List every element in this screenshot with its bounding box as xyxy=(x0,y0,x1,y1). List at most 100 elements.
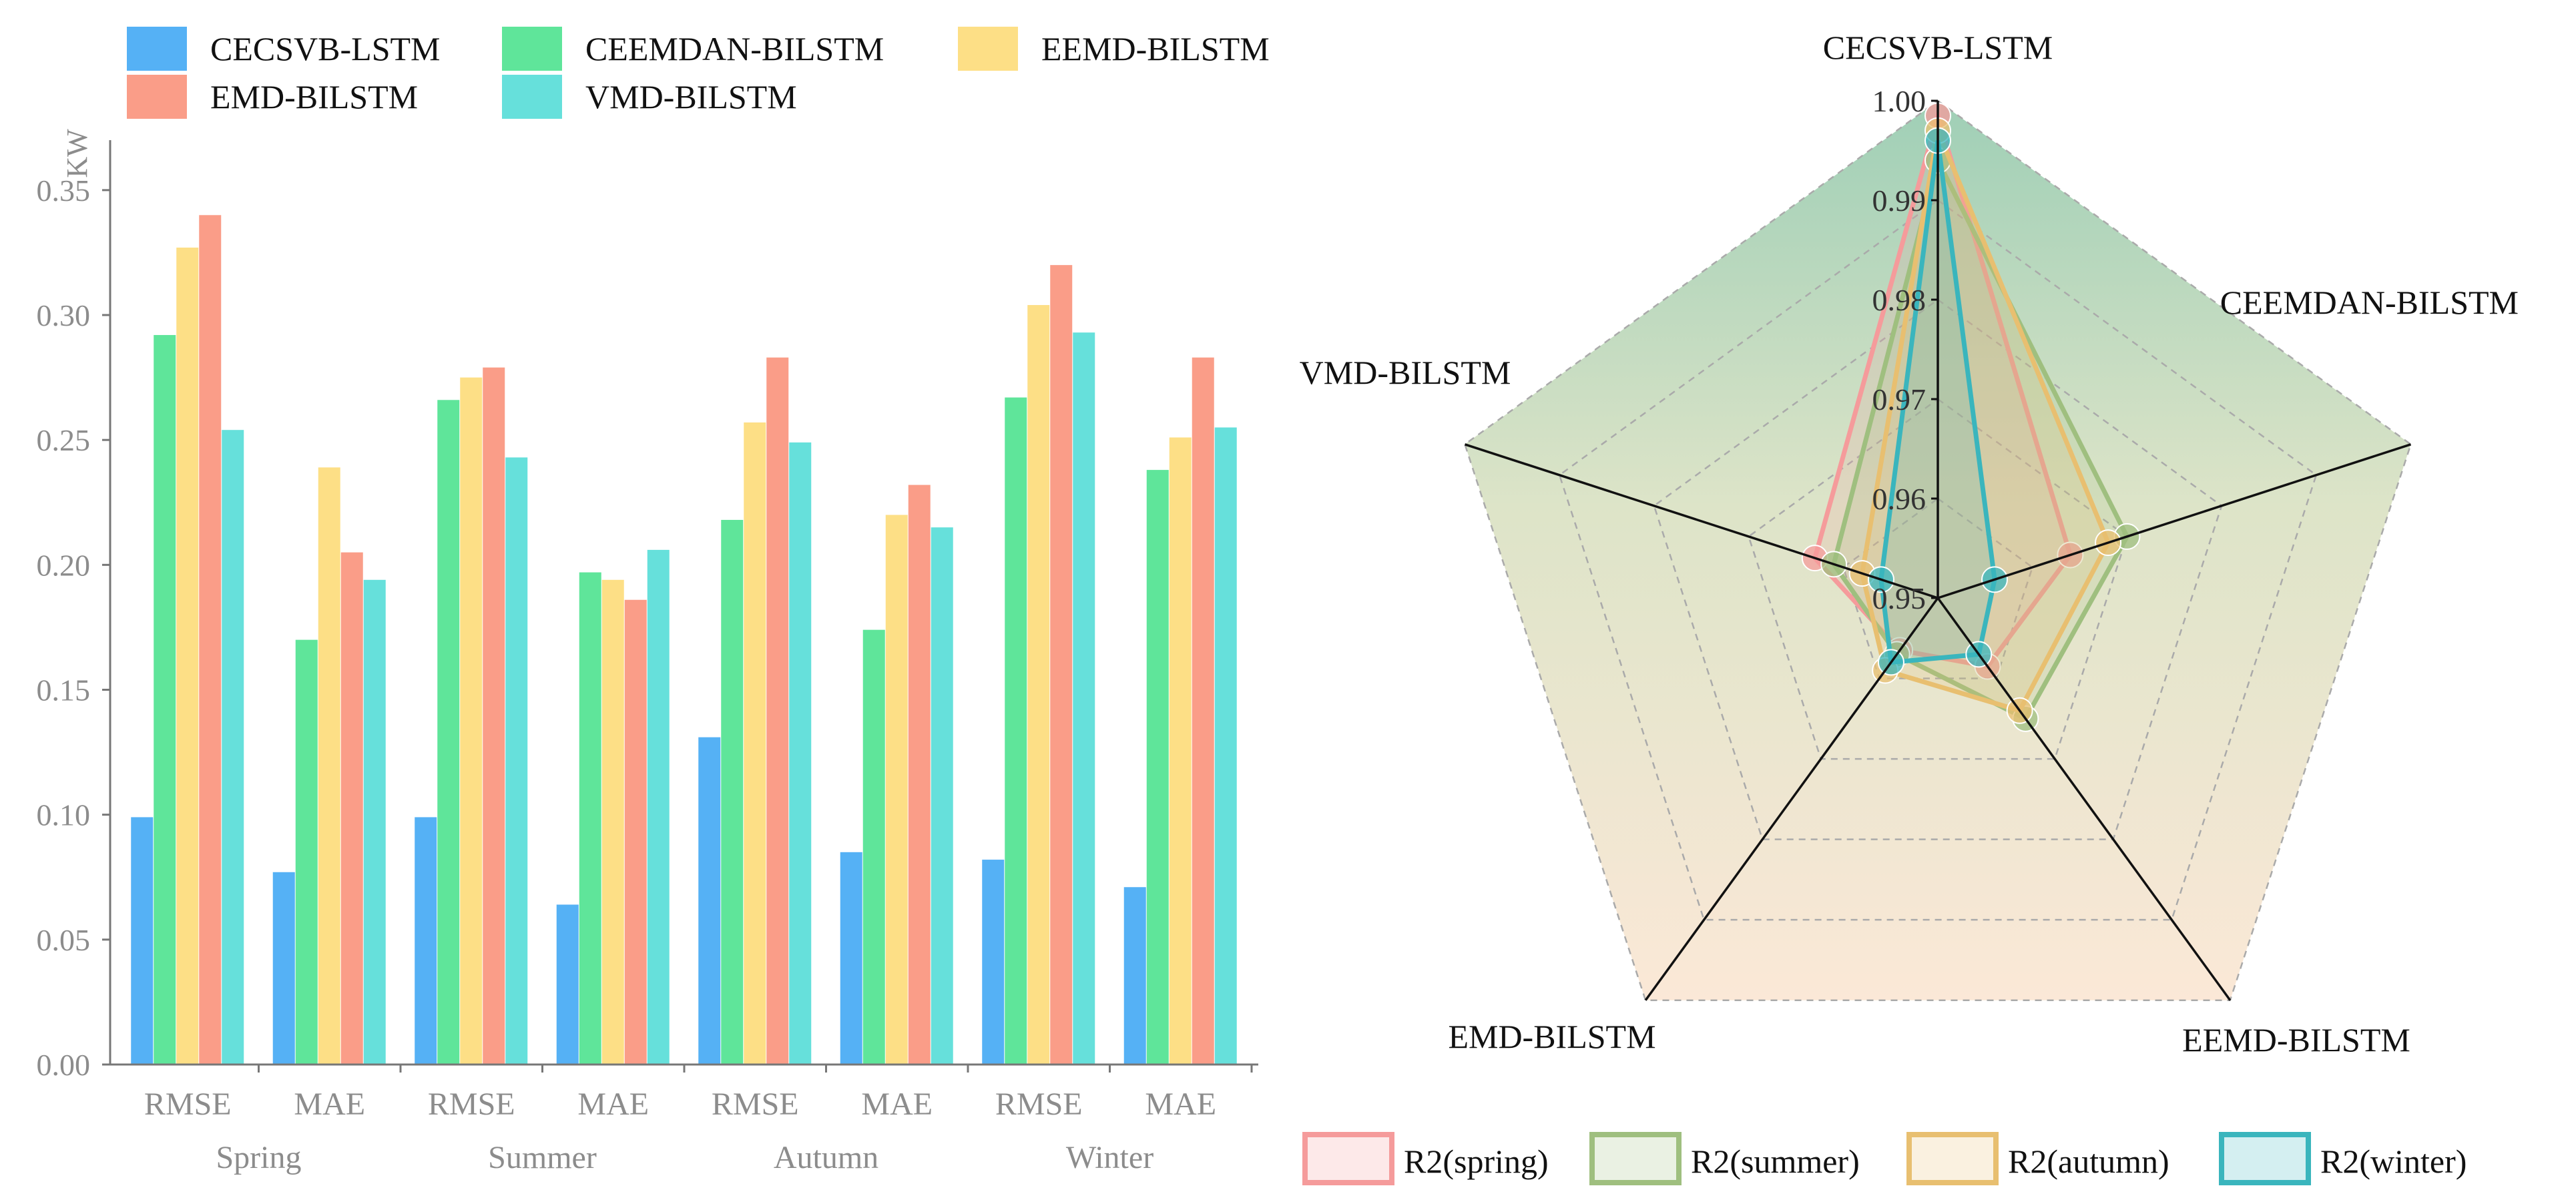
legend-label: CEEMDAN-BILSTM xyxy=(585,30,884,67)
radar-tick-label: 0.99 xyxy=(1872,184,1926,218)
y-tick-label: 0.30 xyxy=(37,298,91,332)
bar-vmd-bilstm-4 xyxy=(789,442,812,1065)
y-tick-label: 0.15 xyxy=(37,673,91,707)
legend-swatch-emd-bilstm xyxy=(127,75,187,119)
radar-legend-label: R2(winter) xyxy=(2320,1143,2467,1180)
radar-grid-ring xyxy=(1653,298,2223,840)
bar-emd-bilstm-5 xyxy=(908,485,931,1065)
bar-emd-bilstm-1 xyxy=(340,552,363,1065)
bar-ceemdan-bilstm-5 xyxy=(862,629,885,1065)
bar-vmd-bilstm-6 xyxy=(1073,332,1095,1065)
y-tick-label: 0.00 xyxy=(37,1048,91,1082)
bar-emd-bilstm-2 xyxy=(483,367,505,1065)
bar-legend: CECSVB-LSTM EMD-BILSTM CEEMDAN-BILSTM VMD-B… xyxy=(127,27,1270,119)
y-tick-label: 0.05 xyxy=(37,923,91,957)
bar-eemd-bilstm-4 xyxy=(744,422,766,1065)
bar-ceemdan-bilstm-3 xyxy=(579,572,601,1065)
bar-cecsvb-lstm-3 xyxy=(556,904,579,1065)
x-tick-label: MAE xyxy=(577,1087,649,1122)
legend-label: CECSVB-LSTM xyxy=(210,30,441,67)
group-label: Summer xyxy=(488,1140,597,1175)
radar-chart: 0.95 0.96 0.97 0.98 0.99 1.00 CECSVB-LSTM CEEM… xyxy=(1300,29,2519,1059)
x-tick-label: MAE xyxy=(1145,1087,1216,1122)
bar-eemd-bilstm-6 xyxy=(1027,305,1050,1065)
bar-ceemdan-bilstm-0 xyxy=(154,334,176,1065)
radar-axis-line xyxy=(1644,597,1939,1001)
bar-cecsvb-lstm-4 xyxy=(698,737,721,1065)
bar-emd-bilstm-6 xyxy=(1050,265,1073,1065)
radar-axis-line xyxy=(1464,443,1939,599)
radar-axis-label: EMD-BILSTM xyxy=(1448,1018,1655,1055)
bar-emd-bilstm-7 xyxy=(1192,357,1214,1065)
legend-swatch-ceemdan-bilstm xyxy=(502,27,562,71)
radar-legend-swatch xyxy=(1589,1132,1682,1185)
bar-vmd-bilstm-7 xyxy=(1214,427,1237,1065)
bar-emd-bilstm-3 xyxy=(624,599,647,1065)
radar-legend-label: R2(spring) xyxy=(1404,1143,1549,1180)
y-tick-label: 0.35 xyxy=(37,174,91,208)
bar-cecsvb-lstm-1 xyxy=(272,872,295,1065)
radar-axis-label: EEMD-BILSTM xyxy=(2182,1021,2410,1059)
bar-vmd-bilstm-0 xyxy=(222,430,244,1065)
radar-axis-label: CEEMDAN-BILSTM xyxy=(2220,284,2519,321)
bar-vmd-bilstm-2 xyxy=(505,457,528,1065)
y-tick-label: 0.10 xyxy=(37,798,91,832)
radar-axis-line xyxy=(1937,443,2412,599)
bar-ceemdan-bilstm-2 xyxy=(437,400,460,1065)
y-tick-label: 0.20 xyxy=(37,548,91,582)
x-tick-label: RMSE xyxy=(428,1087,515,1122)
radar-axis-line xyxy=(1937,597,2232,1001)
radar-tick-label: 1.00 xyxy=(1872,84,1926,118)
legend-swatch-eemd-bilstm xyxy=(958,27,1018,71)
radar-tick-label: 0.95 xyxy=(1872,581,1926,615)
bar-vmd-bilstm-1 xyxy=(363,579,386,1065)
bar-vmd-bilstm-3 xyxy=(647,549,670,1065)
radar-series-r2-autumn- xyxy=(1860,122,2111,713)
bar-eemd-bilstm-5 xyxy=(885,515,908,1065)
bar-eemd-bilstm-7 xyxy=(1169,437,1192,1065)
bar-ceemdan-bilstm-1 xyxy=(295,639,318,1065)
bar-vmd-bilstm-5 xyxy=(931,527,953,1065)
radar-tick-label: 0.98 xyxy=(1872,283,1926,317)
bar-cecsvb-lstm-0 xyxy=(131,817,154,1065)
radar-legend-label: R2(summer) xyxy=(1691,1143,1860,1180)
bar-ceemdan-bilstm-6 xyxy=(1005,397,1027,1065)
group-label: Autumn xyxy=(774,1140,878,1175)
radar-grid-ring xyxy=(1842,497,2034,679)
y-tick-label: 0.25 xyxy=(37,423,91,457)
bar-cecsvb-lstm-7 xyxy=(1123,887,1146,1065)
x-tick-label: RMSE xyxy=(144,1087,232,1122)
bar-cecsvb-lstm-2 xyxy=(415,817,437,1065)
radar-axis-label: CECSVB-LSTM xyxy=(1823,29,2053,66)
legend-swatch-cecsvb-lstm xyxy=(127,27,187,71)
bar-cecsvb-lstm-6 xyxy=(982,860,1005,1065)
bar-ceemdan-bilstm-4 xyxy=(721,519,744,1065)
group-label: Spring xyxy=(216,1140,301,1175)
bar-eemd-bilstm-1 xyxy=(318,467,340,1065)
legend-swatch-vmd-bilstm xyxy=(502,75,562,119)
radar-grid-ring xyxy=(1463,99,2412,1001)
group-label: Winter xyxy=(1066,1140,1153,1175)
bar-eemd-bilstm-2 xyxy=(460,377,483,1065)
bar-chart: KW 0.00 0.05 0.10 0.15 0.20 0.25 0.30 0.35 RMSE S… xyxy=(37,129,1258,1175)
radar-tick-label: 0.96 xyxy=(1872,482,1926,516)
legend-label: EMD-BILSTM xyxy=(210,78,418,115)
bar-emd-bilstm-4 xyxy=(766,357,789,1065)
radar-axis-label: VMD-BILSTM xyxy=(1300,354,1511,391)
bar-emd-bilstm-0 xyxy=(199,215,222,1065)
radar-grid-ring xyxy=(1558,199,2318,921)
bar-cecsvb-lstm-5 xyxy=(840,852,862,1065)
bar-ceemdan-bilstm-7 xyxy=(1146,470,1169,1065)
radar-legend-swatch xyxy=(1906,1132,1999,1185)
x-tick-label: RMSE xyxy=(712,1087,799,1122)
radar-tick-label: 0.97 xyxy=(1872,382,1926,416)
y-axis-label: KW xyxy=(61,129,93,178)
x-tick-label: RMSE xyxy=(995,1087,1083,1122)
legend-label: EEMD-BILSTM xyxy=(1041,30,1270,67)
legend-label: VMD-BILSTM xyxy=(585,78,797,115)
radar-legend-swatch xyxy=(2219,1132,2311,1185)
bar-eemd-bilstm-3 xyxy=(601,579,624,1065)
radar-legend: R2(spring) R2(summer) R2(autumn) R2(winter) xyxy=(1302,1132,2467,1185)
radar-legend-swatch xyxy=(1302,1132,1394,1185)
